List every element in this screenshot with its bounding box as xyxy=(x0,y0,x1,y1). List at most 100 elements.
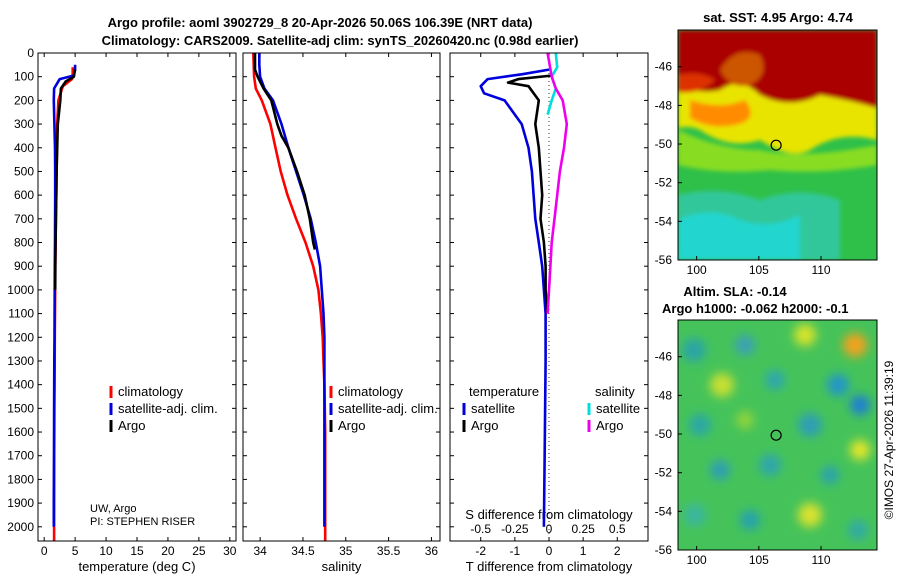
legend-label-t-argo: Argo xyxy=(471,418,498,433)
x-tick-label: 5 xyxy=(72,544,79,558)
sst-map-frame xyxy=(677,29,878,261)
series-line-argo xyxy=(53,69,77,290)
salinity-panel: 34 34.5 35 35.5 36 salinity xyxy=(242,52,441,574)
sla-eddy-19 xyxy=(848,520,868,540)
s-x-tick-label: 0.25 xyxy=(571,522,595,536)
x-tick-label: 35 xyxy=(339,544,353,558)
y-tick-label: 100 xyxy=(14,70,34,84)
s-x-tick-label: 0.5 xyxy=(609,522,626,536)
sst-eddy xyxy=(720,52,764,86)
y-tick-label: 200 xyxy=(14,93,34,107)
sla-map-frame xyxy=(677,319,878,551)
sla-eddy-5 xyxy=(710,373,734,397)
map-x-tick-label: 110 xyxy=(811,263,830,277)
s-x-tick-label: -0.25 xyxy=(501,522,529,536)
x-tick-label: 34 xyxy=(253,544,267,558)
sla-map-subtitle: Argo h1000: -0.062 h2000: -0.1 xyxy=(662,301,848,316)
axes-frame xyxy=(37,52,237,542)
y-tick-label: 800 xyxy=(14,236,34,250)
s-x-tick-label: 0 xyxy=(546,522,553,536)
credit-line2: PI: STEPHEN RISER xyxy=(90,516,195,528)
x-tick-label: -1 xyxy=(510,544,521,558)
x-tick-label: 0 xyxy=(546,544,553,558)
map-y-tick-label: -48 xyxy=(655,388,673,402)
y-tick-label: 2000 xyxy=(7,520,34,534)
legend-label-s-satellite: satellite xyxy=(596,401,640,416)
sst-front-yellow xyxy=(678,83,877,154)
sst-argo-location-marker xyxy=(770,139,782,151)
map-y-tick-label: -52 xyxy=(655,176,673,190)
map-x-tick-label: 110 xyxy=(811,553,830,567)
sla-eddy-2 xyxy=(735,335,755,355)
sla-eddy-15 xyxy=(821,466,839,484)
y-tick-label: 1300 xyxy=(7,354,34,368)
figure-title-line1: Argo profile: aoml 3902729_8 20-Apr-2026… xyxy=(108,15,533,30)
axes-frame xyxy=(449,52,649,542)
series-line-temperature-argo xyxy=(506,74,553,314)
map-y-tick-label: -50 xyxy=(655,427,673,441)
series-line-temperature-satellite xyxy=(479,68,550,527)
sst-map: -46 -48 -50 -52 -54 -56 100 105 110 xyxy=(655,29,878,277)
y-tick-label: 0 xyxy=(27,46,34,60)
map-y-tick-label: -56 xyxy=(655,543,673,557)
y-tick-label: 1200 xyxy=(7,330,34,344)
map-x-tick-label: 100 xyxy=(687,263,707,277)
x-axis-label: salinity xyxy=(322,559,362,574)
legend-label-t-satellite: satellite xyxy=(471,401,515,416)
sla-eddy-11 xyxy=(798,413,822,437)
x-tick-label: 15 xyxy=(130,544,144,558)
sla-eddy-6 xyxy=(765,370,785,390)
y-tick-label: 1100 xyxy=(8,307,34,321)
sla-eddy-12 xyxy=(850,440,870,460)
difference-panel: -2 -1 0 1 2 -0.5 -0.25 0 0.25 0.5S difference fro… xyxy=(449,52,649,574)
sla-map-title: Altim. SLA: -0.14 xyxy=(683,284,787,299)
series-line-argo xyxy=(253,53,317,250)
legend-label-satellite: satellite-adj. clim. xyxy=(118,401,218,416)
sla-eddy-9 xyxy=(689,414,711,436)
legend-label-argo: Argo xyxy=(338,418,365,433)
legend-label-satellite: satellite-adj. clim. xyxy=(338,401,438,416)
legend-label-argo: Argo xyxy=(118,418,145,433)
y-tick-label: 1400 xyxy=(7,378,34,392)
sla-eddy-18 xyxy=(798,503,822,527)
sla-eddy-17 xyxy=(740,510,760,530)
map-y-tick-label: -50 xyxy=(655,137,673,151)
y-tick-label: 1800 xyxy=(7,472,34,486)
y-tick-label: 1600 xyxy=(7,425,34,439)
sla-map: -46 -48 -50 -52 -54 -56 100 105 110 xyxy=(655,319,878,567)
y-tick-label: 600 xyxy=(14,188,34,202)
sla-background xyxy=(678,320,877,550)
sst-warm-tongue xyxy=(678,73,715,93)
sla-eddy-1 xyxy=(682,338,706,362)
y-tick-label: 900 xyxy=(14,259,34,273)
sla-argo-location-marker xyxy=(770,429,782,441)
x-tick-label: 30 xyxy=(223,544,237,558)
axes-frame xyxy=(242,52,441,542)
legend-label-climatology: climatology xyxy=(118,384,184,399)
temperature-panel: 0100200300400500600700800900100011001200… xyxy=(7,46,237,574)
sla-eddy-7 xyxy=(827,374,849,396)
x-axis-label: temperature (deg C) xyxy=(78,559,195,574)
temperature-credit: UW, Argo PI: STEPHEN RISER xyxy=(90,503,195,528)
figure-title-line2: Climatology: CARS2009. Satellite-adj cli… xyxy=(102,33,579,48)
difference-legend: temperature salinity satellite Argo sate… xyxy=(462,384,640,433)
y-tick-label: 1900 xyxy=(7,496,34,510)
map-y-tick-label: -48 xyxy=(655,98,673,112)
x-tick-label: 10 xyxy=(99,544,113,558)
map-y-tick-label: -54 xyxy=(655,504,673,518)
x-tick-label: -2 xyxy=(475,544,486,558)
salinity-legend: climatology satellite-adj. clim. Argo xyxy=(329,384,438,433)
x-tick-label: 25 xyxy=(192,544,206,558)
map-y-tick-label: -52 xyxy=(655,466,673,480)
x-tick-label: 1 xyxy=(580,544,587,558)
y-tick-label: 300 xyxy=(14,117,34,131)
map-x-tick-label: 100 xyxy=(687,553,707,567)
x-tick-label: 34.5 xyxy=(291,544,315,558)
legend-label-s-argo: Argo xyxy=(596,418,623,433)
x-axis-label: T difference from climatology xyxy=(466,559,633,574)
s-x-tick-label: -0.5 xyxy=(470,522,491,536)
sst-transition xyxy=(678,130,877,172)
x-tick-label: 2 xyxy=(614,544,621,558)
x-tick-label: 20 xyxy=(161,544,175,558)
x-tick-label: 36 xyxy=(425,544,439,558)
